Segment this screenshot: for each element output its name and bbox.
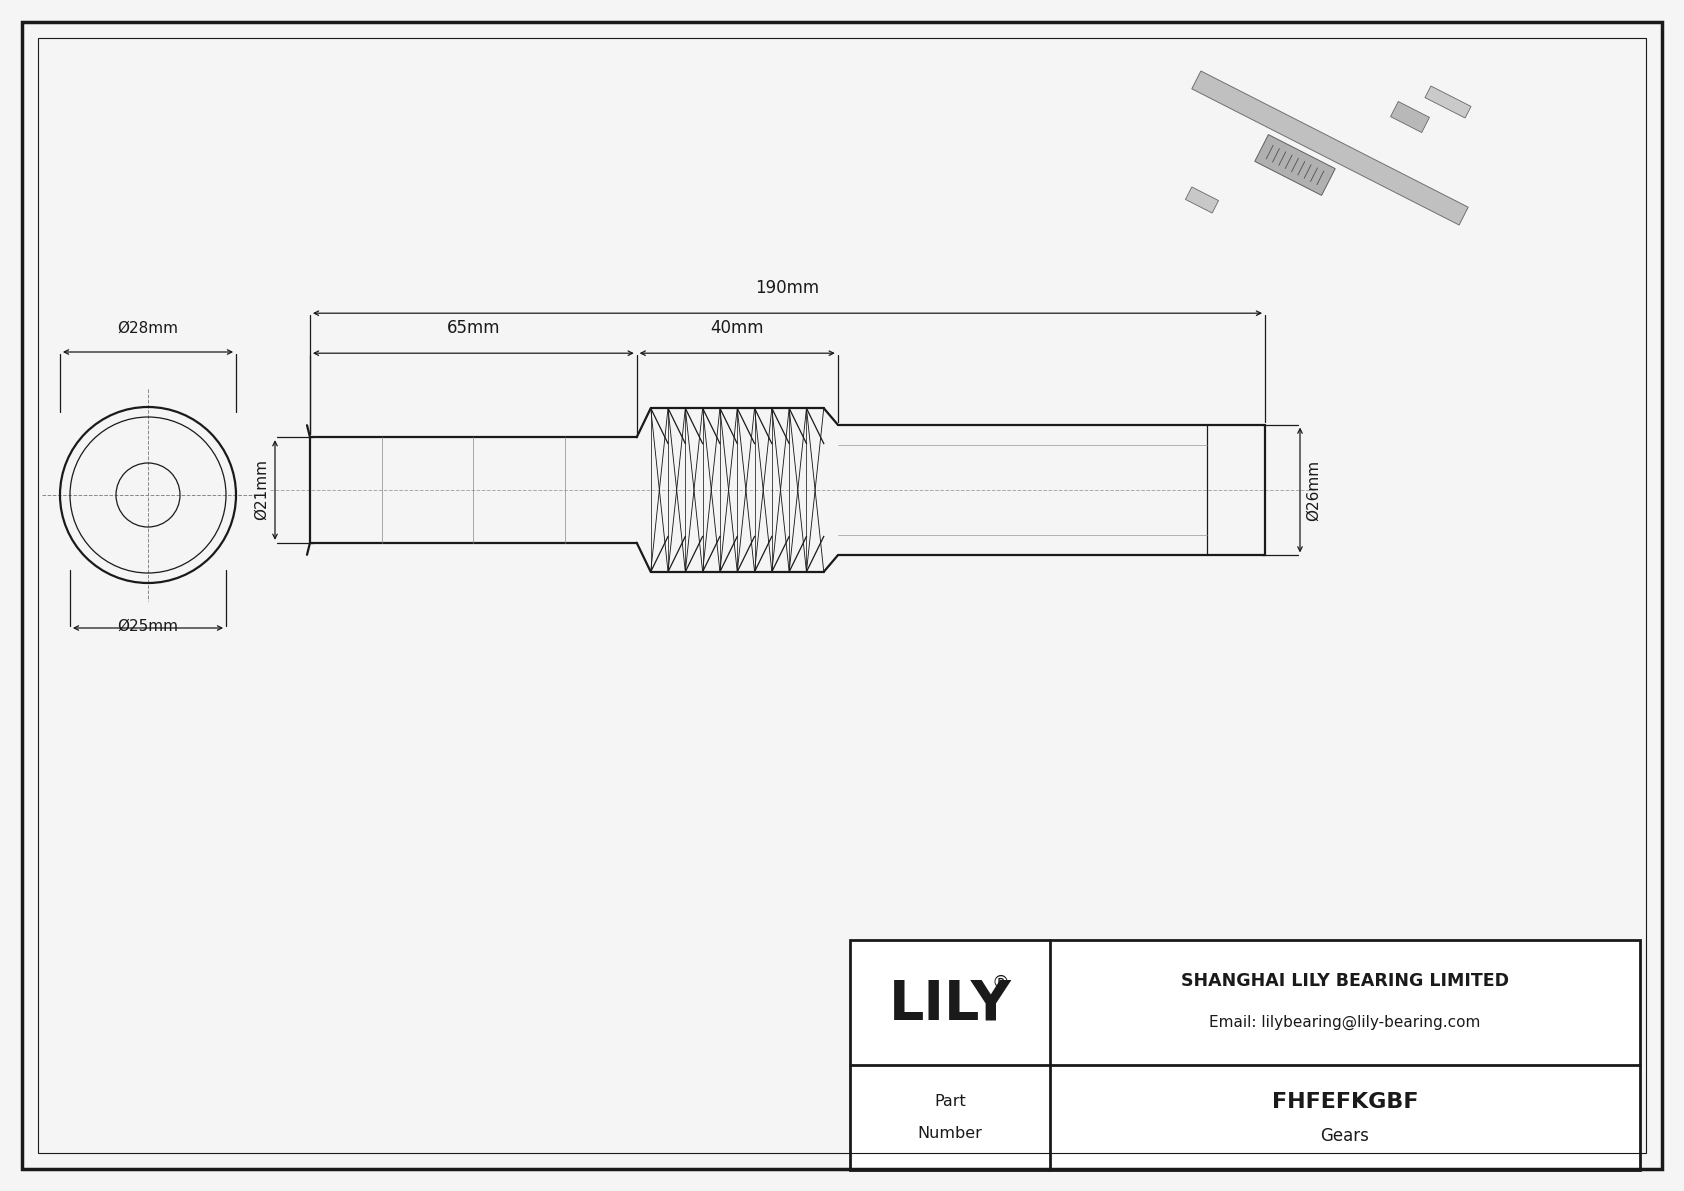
Text: Part: Part — [935, 1095, 967, 1109]
Text: Ø21mm: Ø21mm — [254, 460, 269, 520]
Polygon shape — [1425, 86, 1472, 118]
Text: Ø25mm: Ø25mm — [118, 619, 179, 634]
Text: Ø26mm: Ø26mm — [1307, 460, 1320, 520]
Polygon shape — [1186, 187, 1219, 213]
Polygon shape — [1192, 71, 1468, 225]
Text: Number: Number — [918, 1125, 982, 1141]
Text: Gears: Gears — [1320, 1128, 1369, 1146]
Text: 190mm: 190mm — [756, 279, 820, 298]
Text: Ø28mm: Ø28mm — [118, 322, 179, 336]
Text: SHANGHAI LILY BEARING LIMITED: SHANGHAI LILY BEARING LIMITED — [1180, 972, 1509, 990]
Text: FHFEFKGBF: FHFEFKGBF — [1271, 1092, 1418, 1111]
Polygon shape — [1255, 135, 1335, 195]
Polygon shape — [1391, 101, 1430, 132]
Text: 40mm: 40mm — [711, 319, 765, 337]
Text: 65mm: 65mm — [446, 319, 500, 337]
Bar — [850, 940, 1640, 1170]
Text: LILY: LILY — [889, 978, 1012, 1031]
Text: ®: ® — [990, 973, 1009, 991]
Text: Email: lilybearing@lily-bearing.com: Email: lilybearing@lily-bearing.com — [1209, 1015, 1480, 1030]
